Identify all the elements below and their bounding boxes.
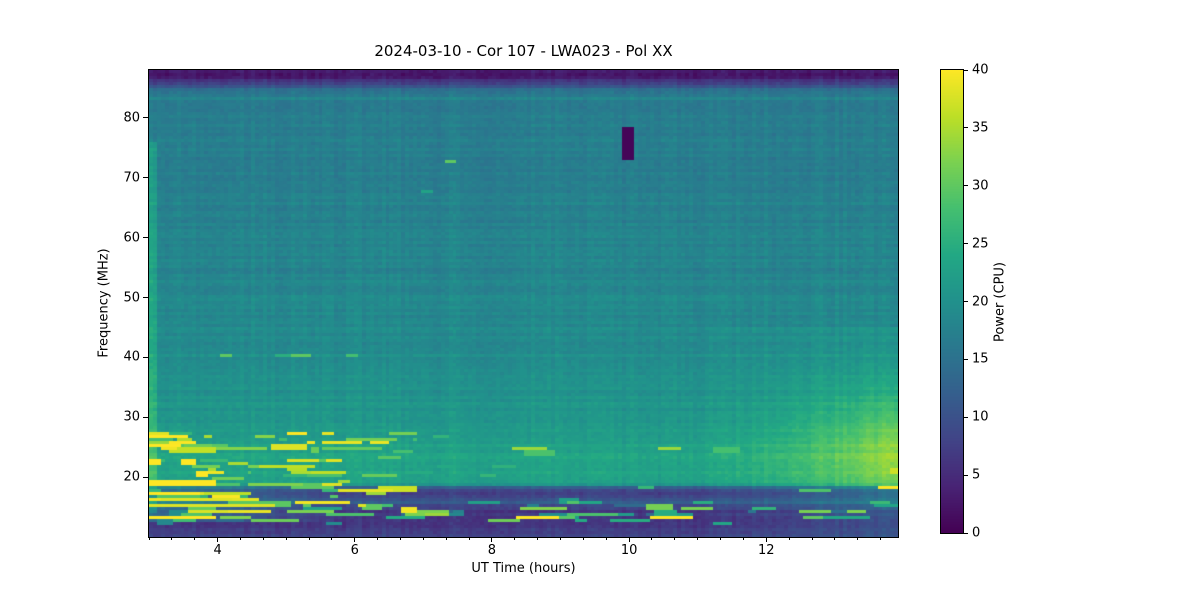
x-minor-tick <box>377 537 379 540</box>
x-major-tick <box>628 537 630 542</box>
x-minor-tick <box>651 537 653 540</box>
colorbar-tick <box>964 185 968 187</box>
y-major-tick <box>143 297 148 298</box>
x-minor-tick <box>811 537 813 540</box>
colorbar-tick <box>964 474 968 476</box>
y-major-tick <box>143 356 148 358</box>
x-minor-tick <box>674 537 676 540</box>
colorbar-tick <box>964 416 968 418</box>
colorbar-tick-label: 30 <box>972 178 989 194</box>
y-tick-label: 40 <box>123 349 140 365</box>
y-major-tick <box>143 177 148 179</box>
x-axis-label: UT Time (hours) <box>471 561 576 576</box>
y-major-tick <box>143 416 148 418</box>
y-major-tick <box>143 237 148 239</box>
x-major-tick <box>354 537 356 542</box>
x-minor-tick <box>468 537 470 540</box>
x-tick-label: 10 <box>620 543 638 558</box>
x-minor-tick <box>514 537 516 540</box>
x-tick-label: 8 <box>487 543 497 558</box>
x-minor-tick <box>537 537 539 540</box>
colorbar <box>940 69 964 534</box>
x-minor-tick <box>834 537 836 540</box>
x-minor-tick <box>148 537 150 540</box>
colorbar-tick-label: 35 <box>972 120 989 136</box>
spectrogram-canvas <box>149 70 898 537</box>
x-minor-tick <box>605 537 607 540</box>
colorbar-tick-label: 25 <box>972 236 989 252</box>
x-minor-tick <box>445 537 447 540</box>
colorbar-tick-label: 20 <box>972 294 989 309</box>
x-minor-tick <box>285 537 287 540</box>
y-major-tick <box>143 117 148 119</box>
colorbar-tick-label: 10 <box>972 409 989 425</box>
y-tick-label: 70 <box>123 170 140 186</box>
x-minor-tick <box>582 537 584 540</box>
colorbar-tick-label: 40 <box>972 62 989 78</box>
y-tick-label: 50 <box>123 290 140 305</box>
x-minor-tick <box>171 537 173 540</box>
chart-title: 2024-03-10 - Cor 107 - LWA023 - Pol XX <box>374 42 673 60</box>
x-tick-label: 4 <box>213 543 222 558</box>
x-minor-tick <box>560 537 562 540</box>
x-minor-tick <box>308 537 310 540</box>
colorbar-tick <box>964 358 968 360</box>
x-minor-tick <box>262 537 264 540</box>
x-major-tick <box>765 537 767 542</box>
x-major-tick <box>491 537 493 542</box>
x-minor-tick <box>788 537 790 540</box>
x-minor-tick <box>399 537 401 540</box>
colorbar-tick-label: 0 <box>972 525 981 541</box>
y-tick-label: 30 <box>123 409 140 425</box>
colorbar-tick-label: 5 <box>972 467 981 483</box>
colorbar-label: Power (CPU) <box>992 261 1008 343</box>
colorbar-tick <box>964 243 968 245</box>
x-minor-tick <box>857 537 859 540</box>
x-minor-tick <box>239 537 241 540</box>
y-tick-label: 80 <box>123 110 140 126</box>
y-tick-label: 20 <box>123 469 140 485</box>
x-tick-label: 6 <box>350 543 359 558</box>
colorbar-tick <box>964 532 968 534</box>
heatmap-plot-area <box>148 69 899 538</box>
colorbar-tick <box>964 69 968 71</box>
colorbar-tick-label: 15 <box>972 351 989 367</box>
x-minor-tick <box>720 537 722 540</box>
colorbar-gradient <box>941 70 963 533</box>
x-minor-tick <box>880 537 882 540</box>
x-minor-tick <box>422 537 424 540</box>
x-tick-label: 12 <box>758 543 775 558</box>
x-major-tick <box>217 537 219 542</box>
x-minor-tick <box>194 537 196 540</box>
y-tick-label: 60 <box>123 230 140 246</box>
colorbar-tick <box>964 127 968 129</box>
x-minor-tick <box>697 537 699 540</box>
y-major-tick <box>143 476 148 478</box>
x-minor-tick <box>742 537 744 540</box>
x-minor-tick <box>331 537 333 540</box>
colorbar-tick <box>964 301 968 302</box>
